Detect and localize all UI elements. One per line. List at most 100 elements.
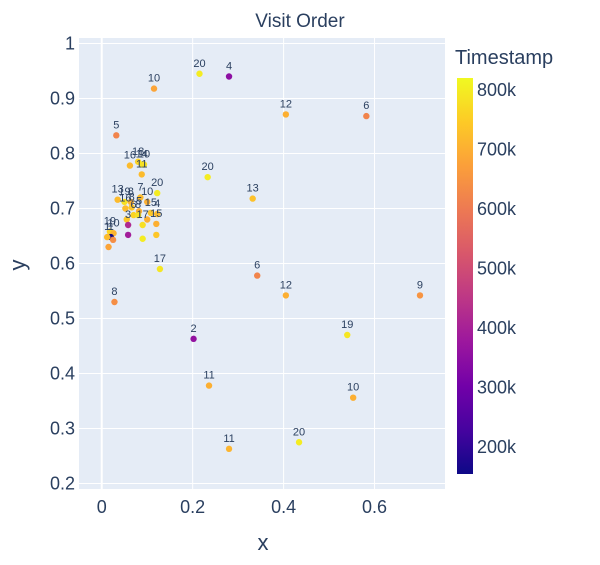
data-point	[127, 198, 135, 206]
data-point-label: 15	[150, 208, 162, 220]
data-point-label: 16	[119, 193, 131, 205]
data-point	[124, 221, 132, 229]
data-point	[113, 132, 120, 139]
data-point	[130, 211, 137, 219]
data-point	[105, 243, 112, 251]
data-point-label: 20	[193, 58, 205, 70]
data-point-label: 8	[135, 199, 141, 211]
y-tick-label: 1	[65, 34, 75, 54]
data-point	[139, 235, 146, 242]
data-point	[363, 112, 370, 120]
colorbar-tick-label: 800k	[477, 80, 517, 100]
data-point	[103, 233, 111, 241]
data-point-label: 13	[112, 184, 124, 196]
colorbar-tick-label: 300k	[477, 378, 517, 398]
data-point-label: 10	[107, 217, 119, 229]
data-point-label: 20	[151, 177, 163, 189]
data-point-label: 10	[148, 73, 160, 85]
data-point-label: 9	[417, 279, 423, 291]
data-point-label: 17	[137, 209, 149, 221]
colorbar-tick-label: 400k	[477, 318, 517, 338]
data-point	[123, 216, 130, 223]
colorbar-ticks-layer: 200k 300k 400k 500k 600k 700k 800k	[477, 80, 517, 457]
data-point	[114, 196, 121, 203]
data-point-label: 18	[132, 146, 144, 158]
colorbar-title: Timestamp	[455, 47, 553, 69]
y-tick-label: 0.3	[50, 419, 75, 439]
data-point	[109, 236, 117, 244]
data-point	[196, 70, 203, 77]
data-point	[128, 204, 135, 211]
data-point	[249, 195, 256, 202]
data-point	[295, 439, 303, 446]
x-tick-label: 0	[97, 497, 107, 517]
y-axis-title: y	[5, 260, 30, 271]
data-point-label: 5	[113, 119, 119, 131]
data-point	[153, 220, 160, 228]
x-tick-label: 0.6	[362, 497, 387, 517]
data-point-label: 11	[136, 158, 147, 170]
x-tick-label: 0.4	[271, 497, 296, 517]
data-point	[134, 211, 142, 219]
data-point	[122, 205, 129, 212]
data-point-label: 3	[125, 209, 131, 221]
data-point	[126, 162, 134, 169]
tick-labels-layer: 0 0.2 0.4 0.6 0.2 0.3 0.4 0.5 0.6 0.7 0.8 0.9 1	[50, 34, 387, 518]
data-point-label: 5	[136, 195, 142, 207]
colorbar-tick-label: 500k	[477, 259, 517, 279]
data-point-label: 19	[118, 186, 130, 198]
data-point-label: 13	[247, 183, 259, 195]
data-point	[121, 198, 128, 206]
data-point	[137, 194, 144, 201]
data-point-label: 8	[111, 286, 117, 298]
colorbar-tick-label: 700k	[477, 139, 517, 159]
data-point-label: 1	[104, 221, 110, 233]
data-point	[190, 335, 197, 343]
data-point-label: 19	[341, 319, 353, 331]
data-point-label: 1	[108, 221, 114, 233]
x-tick-label: 0.2	[180, 497, 205, 517]
data-point	[138, 171, 145, 178]
data-point	[143, 216, 151, 223]
x-axis-title: x	[258, 530, 269, 555]
y-tick-label: 0.6	[50, 254, 75, 274]
data-point-label: 19	[104, 216, 116, 228]
data-point-label: 6	[130, 199, 136, 211]
data-point	[147, 209, 155, 217]
grid-layer	[79, 38, 445, 489]
colorbar	[457, 78, 473, 474]
data-point	[154, 210, 161, 218]
data-point	[140, 161, 148, 168]
data-point-label: 11	[223, 433, 234, 445]
data-point-label: 6	[254, 260, 260, 272]
data-point	[282, 292, 290, 299]
data-point-label: 15	[145, 197, 157, 209]
data-point	[156, 265, 164, 273]
data-point	[143, 198, 151, 206]
data-point	[150, 85, 158, 92]
data-point-label: 20	[293, 426, 305, 438]
data-point-label: 7	[137, 182, 143, 194]
data-point	[282, 111, 290, 118]
data-point-label: 8	[129, 191, 135, 203]
data-point	[225, 445, 233, 453]
colorbar-tick-label: 200k	[477, 437, 517, 457]
data-point-label: 6	[363, 100, 369, 112]
data-point-label: 12	[280, 279, 292, 291]
colorbar-tick-label: 600k	[477, 199, 517, 219]
points-layer	[103, 70, 424, 453]
data-point-label: 10	[347, 382, 359, 394]
data-point	[416, 292, 424, 299]
data-point	[154, 189, 161, 197]
data-point-label: 11	[203, 370, 214, 382]
data-point-label: 12	[280, 98, 292, 110]
y-tick-label: 0.7	[50, 199, 75, 219]
y-tick-label: 0.5	[50, 309, 75, 329]
data-point-label: 17	[154, 253, 166, 265]
data-point-label: 10	[138, 149, 150, 161]
data-point-label: 4	[226, 61, 232, 73]
data-point	[204, 173, 211, 181]
